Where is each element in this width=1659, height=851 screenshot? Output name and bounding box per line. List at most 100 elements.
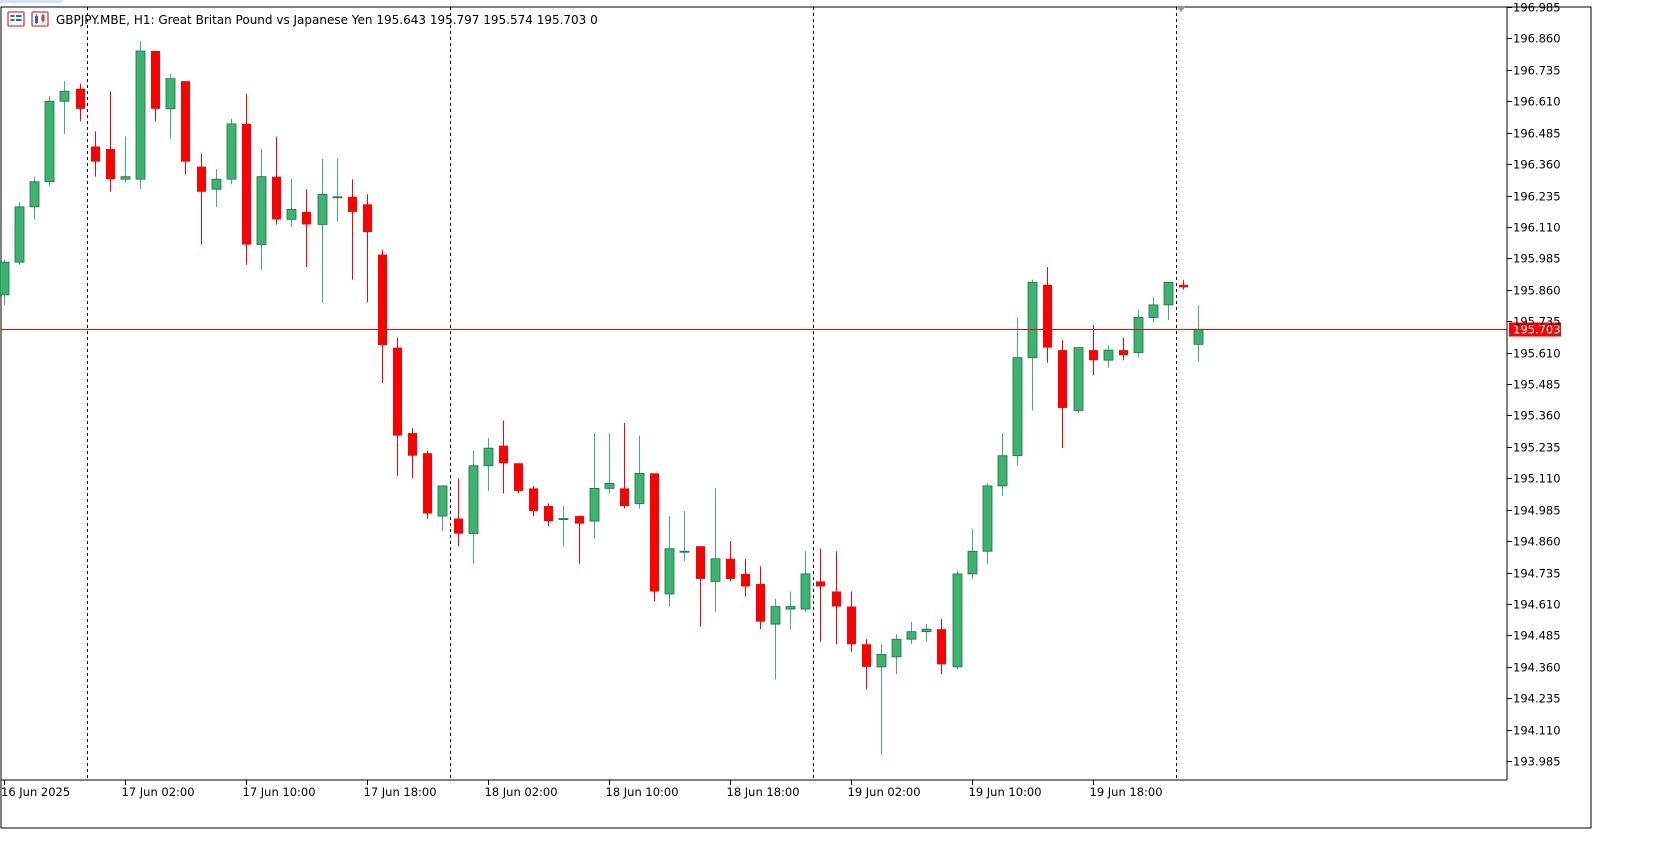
candle <box>286 179 297 227</box>
price-tick-label: 196.735 <box>1513 64 1561 78</box>
candle <box>437 485 448 532</box>
candle-body <box>165 78 176 110</box>
candle-body <box>1179 284 1188 288</box>
timeframe-label: H1 <box>134 13 151 27</box>
price-tick-label: 194.610 <box>1513 598 1561 612</box>
candle <box>679 511 690 562</box>
candle-body <box>1012 357 1023 457</box>
candle-body <box>120 176 131 180</box>
candle <box>332 159 343 222</box>
candle-body <box>499 445 508 464</box>
candles <box>0 40 1204 755</box>
candle-body <box>242 123 251 245</box>
price-tick-label: 194.235 <box>1513 692 1561 706</box>
time-axis[interactable]: 16 Jun 2025 17 Jun 02:00 17 Jun 10:00 17 Ju… <box>1 779 1507 799</box>
candle-body <box>317 193 328 225</box>
time-tick-label: 19 Jun 02:00 <box>848 785 921 799</box>
chart-shift-marker[interactable] <box>1176 6 1186 12</box>
candle <box>1012 317 1023 466</box>
price-tick-label: 193.985 <box>1513 755 1561 769</box>
candle <box>408 428 417 479</box>
candle <box>1089 324 1098 376</box>
candle-body <box>29 181 40 208</box>
candle-body <box>0 261 10 296</box>
candle-body <box>14 206 25 263</box>
time-tick-label: 19 Jun 10:00 <box>969 785 1042 799</box>
candle-body <box>726 558 735 579</box>
candle <box>1073 347 1084 413</box>
spread-value: 0 <box>590 13 598 27</box>
candle <box>423 450 432 519</box>
candle-body <box>408 433 417 456</box>
candle-body <box>696 546 705 579</box>
candle <box>76 83 85 122</box>
price-tick-label: 196.235 <box>1513 190 1561 204</box>
candle-body <box>756 583 765 622</box>
candle <box>1103 345 1114 368</box>
candle-body <box>468 465 479 535</box>
candle <box>997 433 1008 496</box>
candle-body <box>997 455 1008 487</box>
candle-body <box>363 204 372 232</box>
candle <box>544 503 553 527</box>
candle <box>29 176 40 220</box>
price-tick-label: 195.735 <box>1513 315 1561 329</box>
current-price-badge <box>1509 322 1561 337</box>
price-axis[interactable]: 196.985 196.860 196.735 196.610 196.485 196.3… <box>1506 1 1561 781</box>
candle <box>14 201 25 265</box>
candle <box>1058 340 1067 449</box>
candle-body <box>1103 349 1114 361</box>
candle <box>226 118 237 185</box>
candle-body <box>800 573 811 610</box>
candle <box>847 591 856 652</box>
price-tick-label: 196.860 <box>1513 32 1561 46</box>
price-tick-label: 194.485 <box>1513 629 1561 643</box>
candle-body <box>558 518 569 520</box>
candle-body <box>348 196 357 212</box>
candle <box>454 478 463 547</box>
candle <box>620 423 629 509</box>
candle <box>348 179 357 280</box>
candle <box>982 483 993 564</box>
candle-body <box>378 254 387 346</box>
candle-body <box>256 176 267 245</box>
price-tick-label: 194.360 <box>1513 661 1561 675</box>
candle <box>197 154 206 245</box>
candle <box>952 571 963 670</box>
candle-body <box>634 472 645 504</box>
price-tick-label: 194.110 <box>1513 724 1561 738</box>
candle-body <box>197 166 206 192</box>
candle-body <box>1193 328 1204 345</box>
candle-body <box>1058 350 1067 408</box>
price-tick-label: 196.985 <box>1513 1 1561 15</box>
candle <box>1119 337 1128 361</box>
plot-area-border <box>0 6 1592 829</box>
chart-type-icon[interactable] <box>31 11 49 27</box>
candle <box>120 136 131 182</box>
candle <box>0 259 10 305</box>
candle <box>165 73 176 139</box>
price-tick-label: 195.610 <box>1513 347 1561 361</box>
ohlc-values: 195.643 195.797 195.574 195.703 <box>376 13 586 27</box>
candle <box>800 551 811 612</box>
candle <box>499 420 508 494</box>
chart-menu-icon[interactable] <box>7 11 25 27</box>
candle <box>1163 281 1174 320</box>
candle-body <box>181 81 190 162</box>
price-tick-label: 195.485 <box>1513 378 1561 392</box>
candle-body <box>454 518 463 534</box>
time-tick-label: 17 Jun 10:00 <box>243 785 316 799</box>
candle <box>921 624 932 642</box>
candle <box>59 81 70 134</box>
candle <box>468 450 479 564</box>
candle-body <box>226 123 237 180</box>
candle-body <box>544 505 553 522</box>
candle-body <box>514 463 523 491</box>
price-tick-label: 194.985 <box>1513 504 1561 518</box>
day-separators <box>87 7 1177 780</box>
candle <box>1179 279 1188 290</box>
candle-body <box>832 591 841 607</box>
candle-body <box>876 653 887 668</box>
